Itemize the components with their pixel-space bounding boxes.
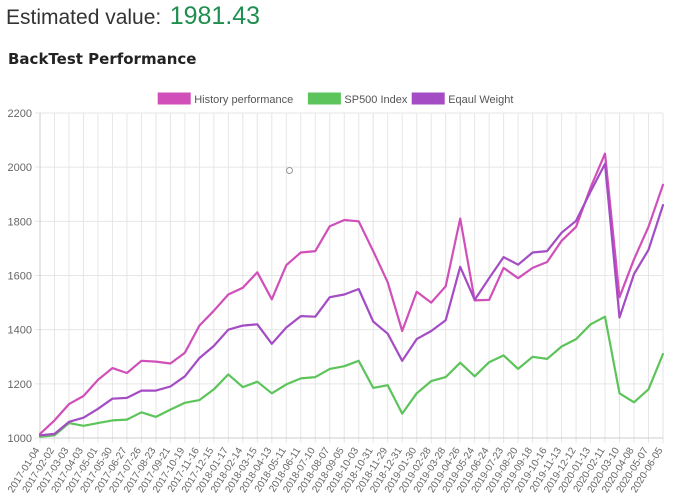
estimated-value-label: Estimated value: [6,6,162,29]
y-tick-label: 1200 [8,379,32,391]
y-tick-label: 2000 [8,162,32,174]
series-line-history-performance [38,152,665,435]
y-tick-label: 1600 [8,271,32,283]
y-tick-label: 1400 [8,325,32,337]
y-tick-label: 1000 [8,433,32,445]
series-line-eqaul-weight [38,162,665,437]
estimated-value-amount: 1981.43 [169,2,261,30]
backtest-performance-chart: 10001200140016001800200022002017-01-0420… [6,92,666,495]
hover-marker [286,167,293,174]
legend-label-eqaul-weight[interactable]: Eqaul Weight [448,94,513,106]
legend-label-history-performance[interactable]: History performance [194,94,293,106]
legend-label-sp500-index[interactable]: SP500 Index [344,94,407,106]
estimated-value: Estimated value: 1981.43 [6,2,260,32]
legend-swatch-eqaul-weight[interactable] [411,92,445,105]
y-tick-label: 1800 [8,216,32,228]
y-tick-label: 2200 [8,108,32,120]
legend-swatch-history-performance[interactable] [157,92,191,105]
section-title: BackTest Performance [8,50,197,68]
legend-swatch-sp500-index[interactable] [307,92,341,105]
series-line-sp500-index [38,315,665,438]
